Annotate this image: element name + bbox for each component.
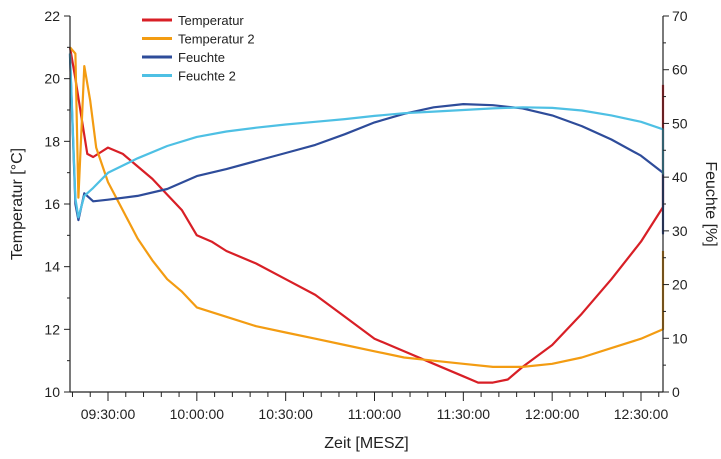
right-y-tick-label: 20 bbox=[672, 277, 688, 293]
x-tick-label: 11:30:00 bbox=[437, 406, 491, 422]
left-y-tick-label: 16 bbox=[44, 196, 60, 212]
right-y-axis-title: Feuchte [%] bbox=[702, 161, 719, 246]
right-y-tick-label: 40 bbox=[672, 169, 688, 185]
series-line-2 bbox=[69, 46, 665, 368]
series-layer bbox=[68, 46, 665, 384]
x-tick-label: 09:30:00 bbox=[81, 406, 136, 422]
x-tick-label: 10:30:00 bbox=[258, 406, 313, 422]
axes-layer: 09:30:00 10:00:00 10:30:00 11:00:00 11:30:00… bbox=[9, 8, 719, 452]
right-y-tick-label: 60 bbox=[672, 62, 688, 78]
legend-label: Temperatur bbox=[178, 13, 244, 28]
series-line-3 bbox=[68, 53, 665, 235]
series-line-1 bbox=[68, 47, 665, 384]
right-y-tick-label: 0 bbox=[672, 384, 680, 400]
x-tick-label: 12:00:00 bbox=[525, 406, 580, 422]
legend: Temperatur Temperatur 2 Feuchte Feuchte 2 bbox=[142, 13, 255, 84]
right-y-tick-label: 10 bbox=[672, 330, 688, 346]
x-tick-label: 12:30:00 bbox=[614, 406, 669, 422]
legend-label: Feuchte bbox=[178, 50, 225, 65]
left-y-tick-label: 18 bbox=[44, 133, 60, 149]
left-y-tick-label: 20 bbox=[44, 71, 60, 87]
left-y-axis-title: Temperatur [°C] bbox=[9, 148, 26, 260]
right-y-tick-label: 30 bbox=[672, 223, 688, 239]
left-y-tick-label: 14 bbox=[44, 259, 60, 275]
left-y-tick-label: 10 bbox=[44, 384, 60, 400]
x-axis-title: Zeit [MESZ] bbox=[324, 435, 408, 452]
legend-label: Temperatur 2 bbox=[178, 32, 255, 47]
series-line-4 bbox=[68, 53, 665, 219]
left-y-tick-label: 12 bbox=[44, 321, 60, 337]
right-y-tick-label: 70 bbox=[672, 8, 688, 24]
right-y-tick-label: 50 bbox=[672, 115, 688, 131]
legend-label: Feuchte 2 bbox=[178, 69, 236, 84]
left-y-tick-label: 22 bbox=[44, 8, 60, 24]
x-tick-label: 11:00:00 bbox=[348, 406, 402, 422]
x-tick-label: 10:00:00 bbox=[170, 406, 225, 422]
